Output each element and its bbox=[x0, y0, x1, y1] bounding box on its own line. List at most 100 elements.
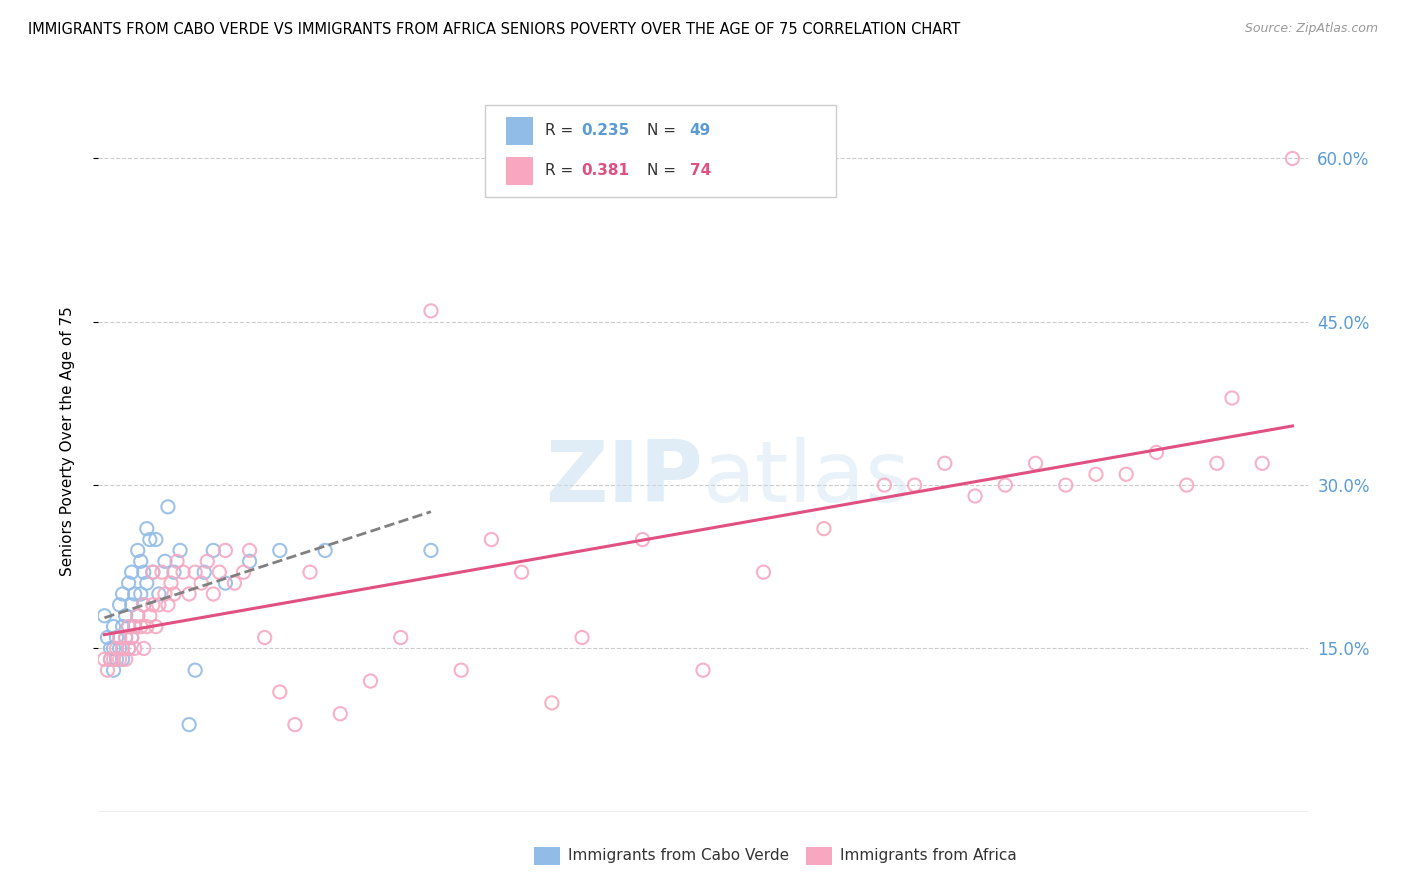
Text: 74: 74 bbox=[690, 163, 711, 178]
Point bbox=[150, 565, 173, 579]
Point bbox=[752, 565, 775, 579]
Text: 0.381: 0.381 bbox=[581, 163, 628, 178]
Point bbox=[1220, 391, 1243, 405]
Point bbox=[135, 619, 157, 633]
Point bbox=[118, 619, 141, 633]
FancyBboxPatch shape bbox=[485, 104, 837, 197]
FancyBboxPatch shape bbox=[806, 847, 832, 865]
Point bbox=[114, 608, 136, 623]
Point bbox=[114, 652, 136, 666]
Point bbox=[121, 631, 143, 645]
Point bbox=[1144, 445, 1167, 459]
Point bbox=[420, 543, 443, 558]
Point bbox=[105, 641, 128, 656]
Point bbox=[124, 619, 146, 633]
Point bbox=[142, 565, 165, 579]
Point bbox=[202, 587, 225, 601]
Point bbox=[239, 543, 262, 558]
Point bbox=[108, 631, 131, 645]
Point bbox=[1115, 467, 1137, 482]
Point bbox=[132, 641, 155, 656]
Point bbox=[135, 522, 157, 536]
Point bbox=[111, 619, 134, 633]
FancyBboxPatch shape bbox=[506, 117, 533, 145]
Point bbox=[100, 641, 122, 656]
Text: N =: N = bbox=[647, 123, 682, 138]
Point bbox=[163, 565, 186, 579]
Point bbox=[139, 533, 162, 547]
Point bbox=[202, 543, 225, 558]
Point bbox=[145, 533, 167, 547]
Point bbox=[156, 500, 179, 514]
Point bbox=[118, 641, 141, 656]
Point bbox=[253, 631, 276, 645]
Point bbox=[195, 554, 218, 568]
Point bbox=[1085, 467, 1108, 482]
Point bbox=[108, 641, 131, 656]
Point bbox=[163, 587, 186, 601]
Point bbox=[118, 619, 141, 633]
Point bbox=[224, 576, 246, 591]
Point bbox=[153, 587, 176, 601]
Y-axis label: Seniors Poverty Over the Age of 75: Seniors Poverty Over the Age of 75 bbox=[60, 307, 75, 576]
Point bbox=[208, 565, 231, 579]
Point bbox=[965, 489, 987, 503]
FancyBboxPatch shape bbox=[506, 157, 533, 185]
Text: 0.235: 0.235 bbox=[581, 123, 628, 138]
Point bbox=[172, 565, 194, 579]
Point bbox=[121, 598, 143, 612]
Point bbox=[103, 663, 125, 677]
FancyBboxPatch shape bbox=[534, 847, 561, 865]
Point bbox=[127, 543, 149, 558]
Text: ZIP: ZIP bbox=[546, 437, 703, 520]
Point bbox=[156, 598, 179, 612]
Point bbox=[214, 576, 236, 591]
Point bbox=[100, 652, 122, 666]
Point bbox=[124, 587, 146, 601]
Point bbox=[1024, 456, 1046, 470]
Point bbox=[96, 663, 118, 677]
Point bbox=[121, 631, 143, 645]
Point bbox=[314, 543, 336, 558]
Point bbox=[232, 565, 254, 579]
Text: IMMIGRANTS FROM CABO VERDE VS IMMIGRANTS FROM AFRICA SENIORS POVERTY OVER THE AG: IMMIGRANTS FROM CABO VERDE VS IMMIGRANTS… bbox=[28, 22, 960, 37]
Point bbox=[132, 565, 155, 579]
Point bbox=[139, 608, 162, 623]
Point bbox=[96, 631, 118, 645]
Text: R =: R = bbox=[544, 163, 578, 178]
Point bbox=[129, 554, 152, 568]
Point bbox=[510, 565, 533, 579]
Point bbox=[269, 543, 291, 558]
Point bbox=[129, 619, 152, 633]
Point bbox=[103, 641, 125, 656]
Point bbox=[108, 598, 131, 612]
Point bbox=[153, 554, 176, 568]
Text: 49: 49 bbox=[690, 123, 711, 138]
Point bbox=[121, 565, 143, 579]
Point bbox=[103, 619, 125, 633]
Text: Immigrants from Cabo Verde: Immigrants from Cabo Verde bbox=[568, 848, 789, 863]
Point bbox=[994, 478, 1017, 492]
Point bbox=[481, 533, 503, 547]
Point bbox=[93, 608, 115, 623]
Point bbox=[169, 543, 191, 558]
Point bbox=[142, 565, 165, 579]
Point bbox=[284, 717, 307, 731]
Point bbox=[329, 706, 352, 721]
Point bbox=[1175, 478, 1198, 492]
Point bbox=[145, 619, 167, 633]
Point bbox=[111, 587, 134, 601]
Point bbox=[360, 674, 382, 689]
Point bbox=[114, 631, 136, 645]
Point bbox=[692, 663, 714, 677]
Point bbox=[100, 652, 122, 666]
Point bbox=[111, 652, 134, 666]
Point bbox=[934, 456, 956, 470]
Point bbox=[179, 587, 201, 601]
Point bbox=[108, 652, 131, 666]
Point bbox=[540, 696, 562, 710]
Point bbox=[124, 641, 146, 656]
Point bbox=[184, 565, 207, 579]
Point bbox=[127, 608, 149, 623]
Point bbox=[214, 543, 236, 558]
